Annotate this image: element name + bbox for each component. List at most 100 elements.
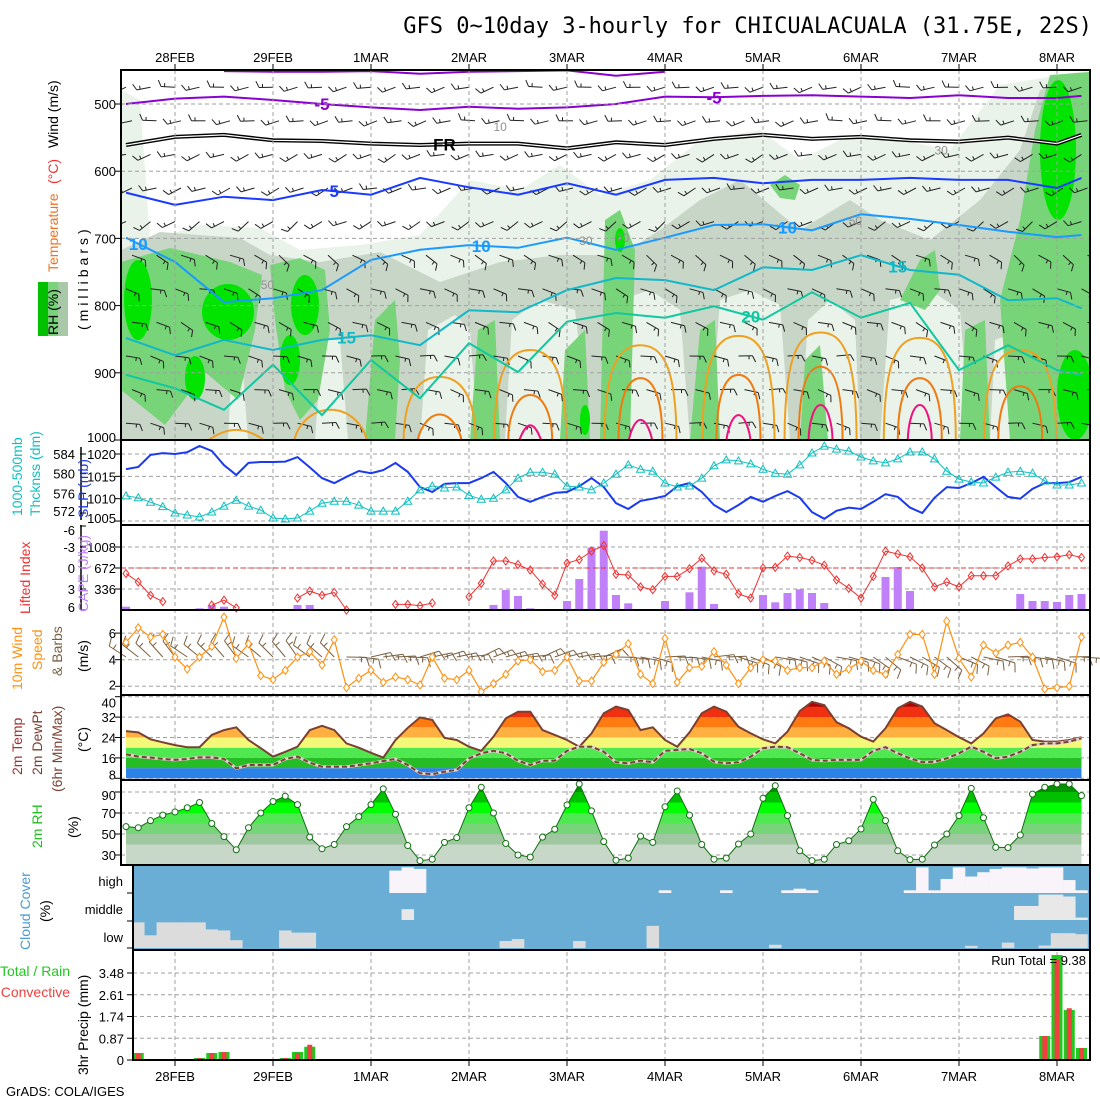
li-point [1016, 554, 1024, 564]
wind-barb [254, 152, 274, 159]
barb-feather [511, 649, 519, 658]
barb-shaft [675, 153, 690, 159]
barb-half-feather [135, 357, 137, 362]
li-point [551, 590, 559, 601]
barb-half-feather [457, 85, 460, 89]
barb-feather [132, 155, 139, 161]
barb-feather [648, 228, 656, 232]
barb-half-feather [408, 224, 412, 228]
wind-barb [458, 113, 476, 122]
barb-feather [1076, 392, 1079, 400]
isotherm-30 [416, 413, 463, 440]
rh-tick-label: 90 [102, 788, 116, 803]
barb-shaft [971, 656, 990, 667]
barb-feather [657, 329, 660, 337]
barb-feather [335, 422, 340, 429]
wind-barb [860, 422, 878, 432]
wind-barb [934, 288, 952, 297]
wind-speed-point [122, 637, 130, 648]
barb-feather [162, 190, 169, 195]
wind-barb [450, 389, 464, 403]
wind-speed-point [587, 676, 596, 686]
wind-speed-point [391, 672, 400, 682]
thickness-point [231, 495, 242, 504]
temp-tick-label: 16 [102, 751, 116, 766]
li-point [992, 570, 1000, 581]
rh2m-point [857, 825, 865, 833]
barb-half-feather [721, 293, 724, 298]
barb-shaft [150, 355, 164, 362]
wind-barb [573, 221, 592, 229]
wind-barb [352, 321, 369, 333]
barb-shaft [382, 86, 396, 93]
barb-shaft [719, 321, 734, 326]
cape-label: CAPE (J/kg) [75, 535, 91, 612]
rh2m-point [526, 853, 534, 861]
cloud-high-cell [952, 867, 966, 893]
precip-convective-bar [1066, 1008, 1072, 1060]
rh2m-point [808, 857, 816, 865]
barb-half-feather [977, 187, 980, 192]
rh2m-point [1041, 783, 1049, 791]
thickness-point [170, 508, 180, 517]
wind-barb [768, 254, 783, 268]
thickness-point [856, 451, 866, 461]
wind-barb [664, 355, 680, 368]
barb-feather [531, 290, 535, 298]
barb-shaft [1007, 655, 1029, 658]
rh2m-point [686, 811, 693, 819]
thickness-point [488, 493, 499, 502]
wind-barb [868, 221, 886, 231]
barb-feather [966, 228, 974, 232]
barb-half-feather [458, 224, 462, 229]
barb-feather [806, 661, 809, 672]
barb-shaft [121, 153, 127, 156]
barb-feather [580, 289, 584, 297]
wind-barb [150, 288, 168, 298]
barb-shaft [664, 355, 679, 361]
barb-feather [947, 427, 950, 435]
barb-half-feather [353, 293, 357, 298]
barb-shaft [836, 288, 851, 292]
barb-feather [285, 115, 290, 123]
barb-feather [916, 156, 923, 162]
barb-feather [622, 152, 628, 159]
barb-half-feather [164, 325, 167, 330]
cape-bar [1028, 601, 1037, 610]
barb-feather [677, 360, 680, 368]
wind-barb [182, 221, 200, 232]
barb-shaft [121, 120, 133, 124]
wind-barb [328, 220, 347, 227]
barb-half-feather [897, 260, 901, 265]
wind-barb [671, 221, 690, 230]
isotherm-label: 15 [888, 257, 907, 276]
barb-half-feather [531, 222, 534, 227]
cloud-high-cell [965, 876, 978, 893]
barb-feather [848, 117, 854, 125]
cloud-high-cell [720, 890, 733, 893]
barb-shaft [995, 221, 1009, 229]
wind-speed-point [992, 648, 1000, 658]
wind-barb [750, 116, 770, 124]
isotherm-30 [507, 393, 554, 440]
barb-half-feather [624, 359, 627, 363]
wind-speed-point [808, 662, 816, 673]
rh2m-point [318, 845, 326, 853]
wind-barb [964, 254, 981, 267]
barb-half-feather [604, 86, 607, 91]
barb-half-feather [561, 187, 564, 191]
li-point [575, 554, 583, 565]
wind-barb [738, 288, 755, 299]
barb-shaft [749, 86, 764, 93]
barb-shaft [689, 288, 704, 293]
wind-barb [450, 153, 470, 161]
barb-shaft [293, 644, 311, 658]
barb-shaft [321, 421, 337, 424]
wind-barb [995, 187, 1015, 196]
barb-shaft [780, 120, 794, 127]
barb-half-feather [188, 225, 192, 229]
thickness-point [831, 444, 842, 453]
barb-shaft [272, 288, 287, 294]
li-point [722, 569, 730, 580]
barb-shaft [240, 187, 255, 193]
